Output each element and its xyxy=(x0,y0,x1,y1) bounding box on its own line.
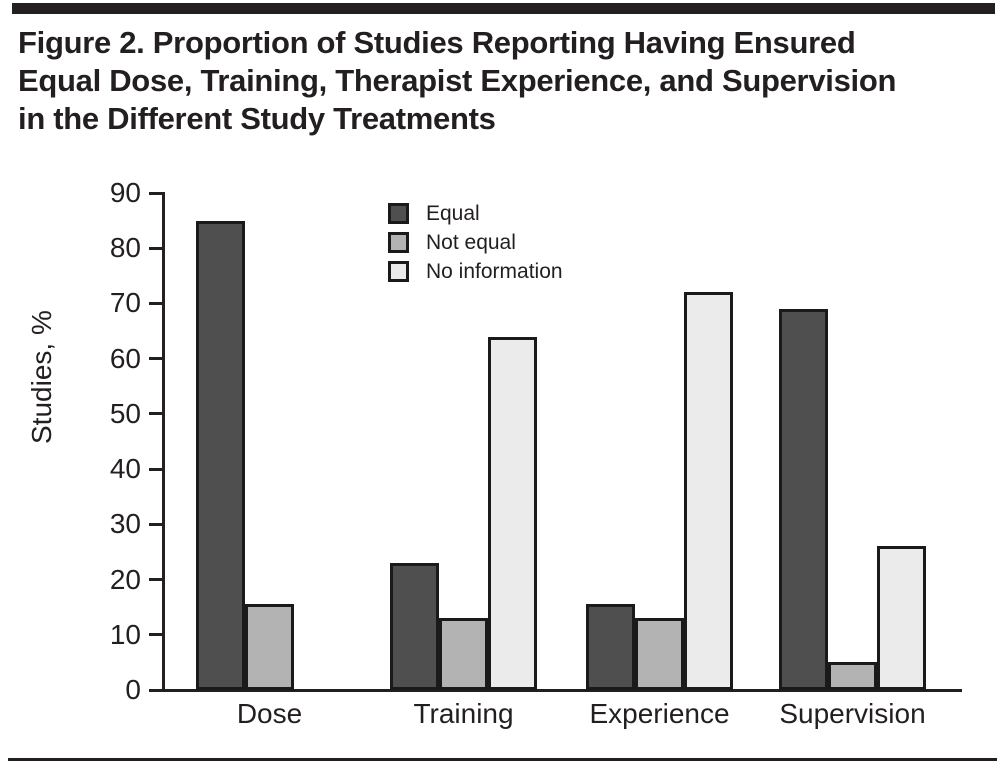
y-tick-label-0: 0 xyxy=(125,674,141,705)
y-tick-0 xyxy=(149,688,162,692)
y-tick-label-30: 30 xyxy=(109,508,141,540)
bottom-rule xyxy=(8,758,997,761)
bar-experience-not-equal xyxy=(635,618,684,690)
y-tick-label-20: 20 xyxy=(109,563,141,595)
legend-swatch-no-information-icon xyxy=(388,261,409,282)
y-tick-label-80: 80 xyxy=(109,232,141,264)
legend-label-not-equal: Not equal xyxy=(426,231,516,254)
y-tick-80 xyxy=(149,246,162,250)
legend-label-equal: Equal xyxy=(426,202,480,225)
y-tick-10 xyxy=(149,633,162,637)
bar-supervision-not-equal xyxy=(828,662,877,690)
figure-title-line-1: Figure 2. Proportion of Studies Reportin… xyxy=(18,25,856,60)
y-tick-label-40: 40 xyxy=(109,453,141,485)
bar-dose-not-equal xyxy=(245,604,294,690)
y-axis-line xyxy=(162,192,165,692)
y-tick-30 xyxy=(149,522,162,526)
y-tick-label-50: 50 xyxy=(109,397,141,429)
y-tick-90 xyxy=(149,191,162,195)
x-category-label-supervision: Supervision xyxy=(779,698,926,729)
x-axis-line xyxy=(162,688,962,692)
y-tick-20 xyxy=(149,578,162,582)
y-tick-70 xyxy=(149,301,162,305)
top-rule xyxy=(12,3,995,14)
plot-area: 0 10 20 30 40 50 60 70 80 90 Dose Training Experien… xyxy=(110,179,962,729)
legend-swatch-not-equal-icon xyxy=(388,232,409,253)
y-tick-label-10: 10 xyxy=(109,618,141,650)
y-tick-50 xyxy=(149,412,162,416)
bar-experience-no-information xyxy=(684,292,733,690)
y-tick-40 xyxy=(149,467,162,471)
y-tick-label-60: 60 xyxy=(109,342,141,374)
legend-label-no-information: No information xyxy=(426,260,563,283)
legend-swatch-equal-icon xyxy=(388,203,409,224)
x-category-label-dose: Dose xyxy=(236,698,303,729)
y-tick-label-70: 70 xyxy=(109,287,141,319)
bar-dose-equal xyxy=(196,220,245,690)
bar-training-not-equal xyxy=(439,618,488,690)
bar-experience-equal xyxy=(586,604,635,690)
y-tick-label-90: 90 xyxy=(109,177,141,208)
bar-supervision-equal xyxy=(779,308,828,690)
x-category-label-experience: Experience xyxy=(589,698,730,729)
y-tick-60 xyxy=(149,357,162,361)
figure-title-line-3: in the Different Study Treatments xyxy=(18,101,496,136)
bar-training-no-information xyxy=(488,336,537,690)
bar-training-equal xyxy=(390,563,439,690)
x-category-label-training: Training xyxy=(413,698,514,729)
bar-supervision-no-information xyxy=(877,546,926,690)
figure-title-line-2: Equal Dose, Training, Therapist Experien… xyxy=(18,63,897,98)
figure-title: Figure 2. Proportion of Studies Reportin… xyxy=(18,24,993,138)
